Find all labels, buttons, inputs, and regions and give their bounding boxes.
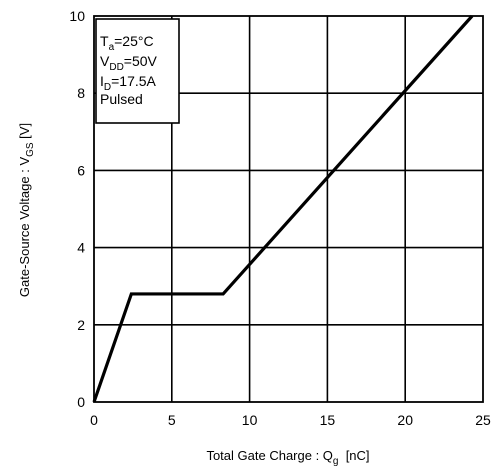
y-axis-label: Gate-Source Voltage : VGS [V] (17, 123, 36, 297)
y-tick-labels: 0 2 4 6 8 10 (69, 8, 85, 410)
y-tick-label-4: 8 (77, 85, 85, 101)
legend-line-ta: Ta=25°C (100, 33, 154, 53)
series-line-0 (92, 14, 474, 403)
x-tick-label-0: 0 (90, 412, 98, 428)
x-tick-labels: 0 5 10 15 20 25 (90, 412, 491, 428)
x-tick-label-3: 15 (320, 412, 336, 428)
y-tick-label-2: 4 (77, 240, 85, 256)
y-tick-label-5: 10 (69, 8, 85, 24)
x-tick-label-4: 20 (397, 412, 413, 428)
x-tick-label-2: 10 (242, 412, 258, 428)
y-tick-label-1: 2 (77, 317, 85, 333)
legend-line-vdd: VDD=50V (100, 53, 158, 73)
series-layer (92, 14, 474, 403)
y-tick-label-0: 0 (77, 394, 85, 410)
x-axis-label: Total Gate Charge : Qg [nC] (206, 448, 369, 466)
x-tick-label-5: 25 (475, 412, 491, 428)
grid (94, 16, 483, 402)
legend-line-id: ID=17.5A (100, 73, 157, 93)
legend-line-pulsed: Pulsed (100, 91, 143, 107)
plot-frame (93, 15, 484, 403)
plot-border (93, 15, 484, 403)
legend-box: Ta=25°C VDD=50V ID=17.5A Pulsed (95, 18, 180, 124)
x-tick-label-1: 5 (168, 412, 176, 428)
y-tick-label-3: 6 (77, 162, 85, 178)
